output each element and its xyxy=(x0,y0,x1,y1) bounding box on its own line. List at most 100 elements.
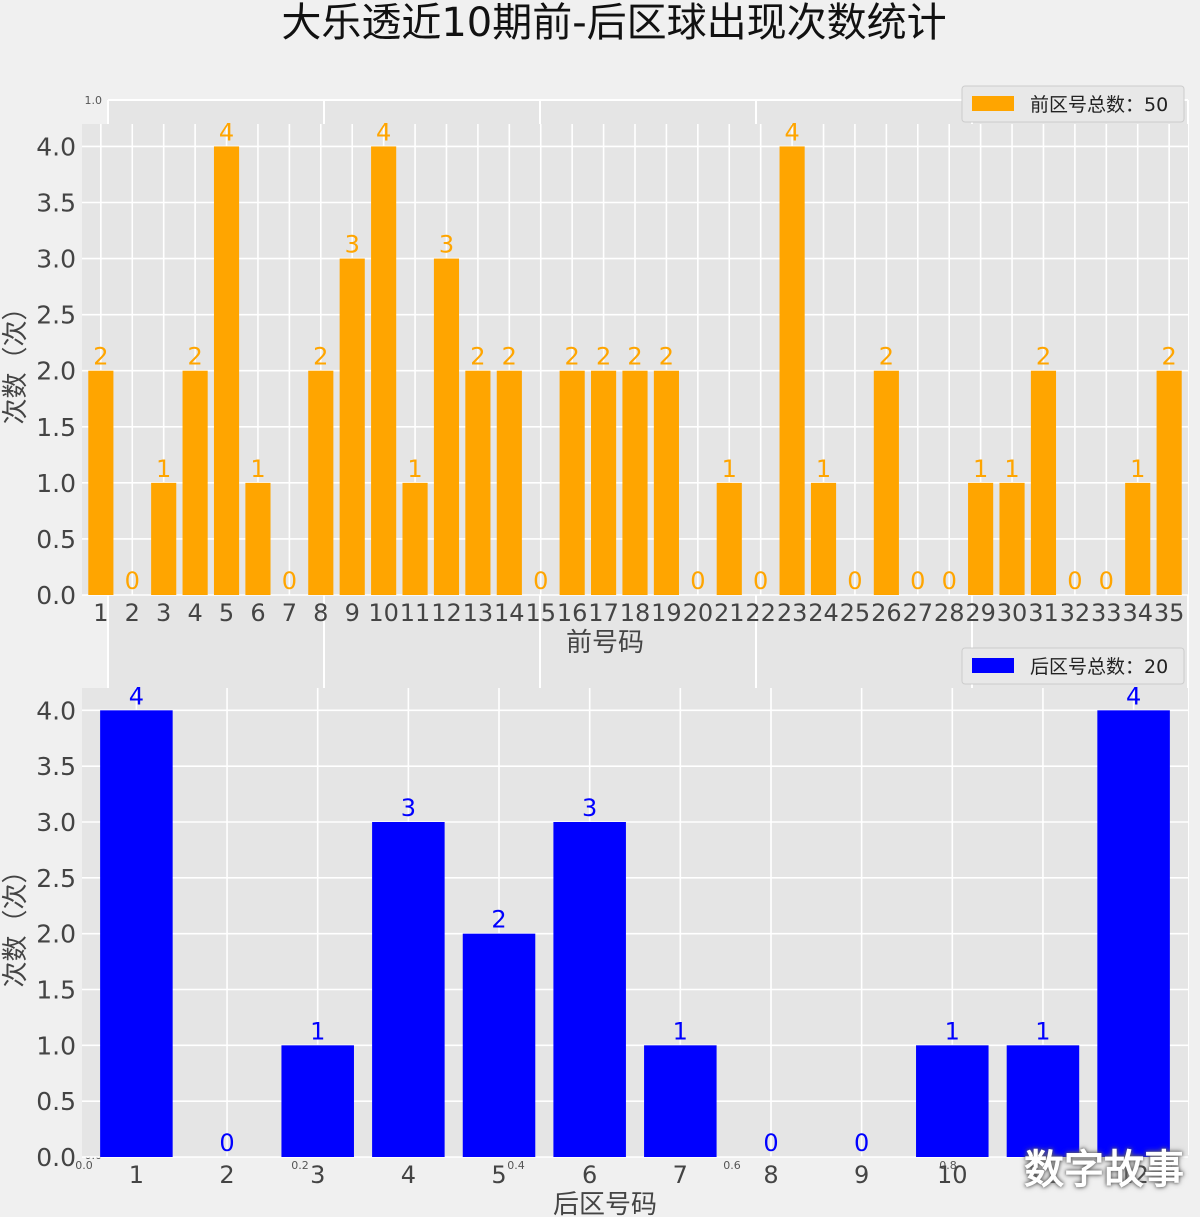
y-tick-label: 3.0 xyxy=(36,245,76,274)
x-tick-label: 19 xyxy=(651,599,682,627)
x-tick-label: 2 xyxy=(219,1161,234,1189)
y-tick-label: 0.0 xyxy=(36,581,76,610)
y-tick-label: 3.0 xyxy=(36,808,76,837)
x-tick-label: 25 xyxy=(840,599,871,627)
bar-value-label: 2 xyxy=(1036,343,1051,371)
bar-value-label: 0 xyxy=(763,1129,778,1157)
bar-value-label: 1 xyxy=(1004,455,1019,483)
bar-front-18 xyxy=(622,370,648,595)
bar-value-label: 0 xyxy=(690,567,705,595)
y-tick-label: 0.0 xyxy=(36,1143,76,1172)
y-tick-label: 1.0 xyxy=(36,469,76,498)
bar-value-label: 2 xyxy=(879,343,894,371)
y-tick-label: 2.0 xyxy=(36,920,76,949)
y-tick-label: 4.0 xyxy=(36,132,76,161)
bar-value-label: 0 xyxy=(533,567,548,595)
x-tick-label: 5 xyxy=(219,599,234,627)
legend-label: 后区号总数：20 xyxy=(1030,656,1168,678)
legend-label: 前区号总数：50 xyxy=(1030,94,1168,116)
x-tick-label: 16 xyxy=(557,599,588,627)
x-tick-label: 1 xyxy=(93,599,108,627)
x-tick-label: 30 xyxy=(997,599,1028,627)
bar-front-30 xyxy=(999,482,1025,595)
legend-swatch xyxy=(972,658,1014,673)
bar-front-29 xyxy=(968,482,994,595)
background-x-tick-label: 0.0 xyxy=(75,1159,93,1172)
bar-front-14 xyxy=(496,370,522,595)
y-tick-label: 0.5 xyxy=(36,525,76,554)
bar-back-3 xyxy=(281,1045,354,1157)
background-x-tick-label: 0.4 xyxy=(507,1159,525,1172)
bar-value-label: 4 xyxy=(376,118,391,146)
bar-value-label: 2 xyxy=(627,343,642,371)
x-tick-label: 13 xyxy=(463,599,494,627)
bar-front-8 xyxy=(308,370,334,595)
bar-value-label: 0 xyxy=(125,567,140,595)
x-tick-label: 23 xyxy=(777,599,808,627)
x-tick-label: 4 xyxy=(187,599,202,627)
x-tick-label: 6 xyxy=(582,1161,597,1189)
bar-value-label: 1 xyxy=(156,455,171,483)
bar-value-label: 0 xyxy=(282,567,297,595)
x-tick-label: 35 xyxy=(1154,599,1185,627)
x-tick-label: 11 xyxy=(400,599,431,627)
x-tick-label: 22 xyxy=(745,599,776,627)
bar-back-11 xyxy=(1006,1045,1080,1157)
y-tick-label: 4.0 xyxy=(36,696,76,725)
x-axis-label: 后区号码 xyxy=(553,1190,657,1217)
x-tick-label: 28 xyxy=(934,599,965,627)
y-tick-label: 2.5 xyxy=(36,864,76,893)
x-tick-label: 15 xyxy=(525,599,556,627)
background-y-tick-label: 1.0 xyxy=(85,94,103,107)
bar-value-label: 2 xyxy=(187,343,202,371)
bar-value-label: 2 xyxy=(491,906,506,934)
chart-title: 大乐透近10期前-后区球出现次数统计 xyxy=(281,0,946,46)
y-tick-label: 3.5 xyxy=(36,189,76,218)
x-tick-label: 6 xyxy=(250,599,265,627)
bar-front-19 xyxy=(653,370,679,595)
bar-front-31 xyxy=(1030,370,1057,595)
x-tick-label: 29 xyxy=(965,599,996,627)
x-tick-label: 8 xyxy=(313,599,328,627)
x-tick-label: 3 xyxy=(156,599,171,627)
bar-front-1 xyxy=(88,370,114,595)
x-tick-label: 12 xyxy=(431,599,462,627)
bar-front-3 xyxy=(151,482,177,595)
y-tick-label: 2.0 xyxy=(36,357,76,386)
bar-front-11 xyxy=(402,482,428,595)
bar-front-16 xyxy=(559,370,585,595)
bar-value-label: 0 xyxy=(219,1129,234,1157)
bar-front-24 xyxy=(810,482,837,595)
x-tick-label: 1 xyxy=(129,1161,144,1189)
bar-value-label: 4 xyxy=(129,682,144,710)
bar-front-12 xyxy=(433,258,460,595)
bar-value-label: 1 xyxy=(250,455,265,483)
x-tick-label: 26 xyxy=(871,599,902,627)
bar-value-label: 0 xyxy=(910,567,925,595)
x-tick-label: 20 xyxy=(683,599,714,627)
y-tick-label: 1.5 xyxy=(36,413,76,442)
bar-value-label: 1 xyxy=(722,455,737,483)
x-tick-label: 34 xyxy=(1122,599,1153,627)
bar-front-23 xyxy=(779,146,805,595)
bar-value-label: 1 xyxy=(973,455,988,483)
x-tick-label: 4 xyxy=(401,1161,416,1189)
x-tick-label: 24 xyxy=(808,599,839,627)
bar-value-label: 3 xyxy=(439,231,454,259)
bar-value-label: 4 xyxy=(1126,682,1141,710)
x-tick-label: 8 xyxy=(763,1161,778,1189)
x-tick-label: 21 xyxy=(714,599,745,627)
bar-front-34 xyxy=(1125,482,1151,595)
x-tick-label: 9 xyxy=(345,599,360,627)
bar-value-label: 2 xyxy=(659,343,674,371)
bar-front-17 xyxy=(591,370,617,595)
bar-back-4 xyxy=(372,822,445,1157)
bar-front-9 xyxy=(339,258,365,595)
bar-value-label: 2 xyxy=(470,343,485,371)
x-axis-label: 前号码 xyxy=(566,628,644,658)
bar-front-35 xyxy=(1156,370,1182,595)
bar-value-label: 3 xyxy=(401,794,416,822)
bar-front-10 xyxy=(371,146,397,595)
background-x-tick-label: 1.0 xyxy=(1155,1159,1173,1172)
